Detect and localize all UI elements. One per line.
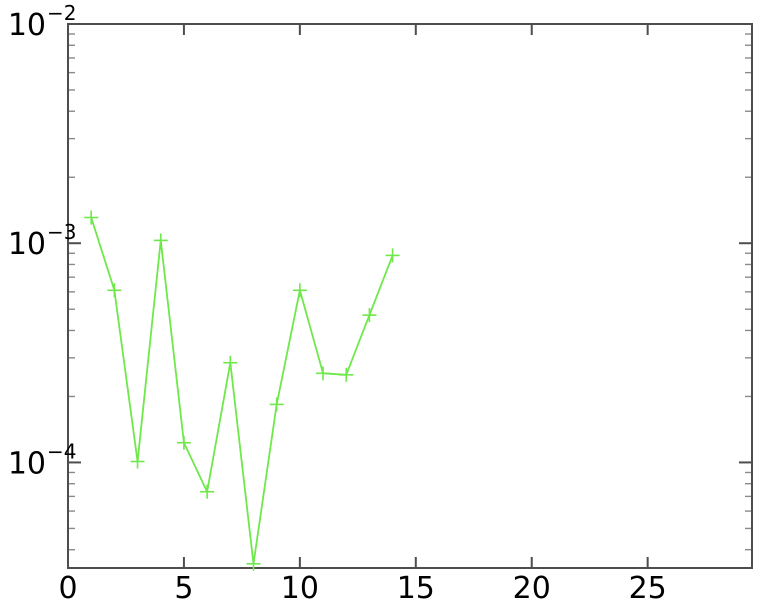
data-point-marker [223, 355, 238, 370]
data-point-marker [153, 233, 168, 248]
data-point-marker [269, 397, 284, 412]
x-tick-label: 10 [281, 571, 319, 600]
data-point-marker [84, 210, 99, 225]
x-tick-label: 0 [58, 571, 77, 600]
x-tick-label: 25 [629, 571, 667, 600]
y-axis-minor-ticks-right [745, 33, 752, 551]
y-tick-label-exponent: −3 [47, 220, 76, 244]
x-tick-label: 20 [513, 571, 551, 600]
y-tick-label-exponent: −4 [47, 439, 76, 463]
data-point-marker [107, 283, 122, 298]
y-tick-label-exponent: −2 [47, 1, 76, 25]
x-tick-label: 5 [174, 571, 193, 600]
data-point-marker [292, 283, 307, 298]
plot-frame [67, 23, 753, 569]
data-point-marker [339, 367, 354, 382]
data-point-marker [316, 366, 331, 381]
y-tick-label-base: 10 [8, 227, 46, 262]
data-series-layer [84, 210, 400, 571]
data-point-marker [130, 454, 145, 469]
x-tick-label: 15 [397, 571, 435, 600]
data-point-marker [246, 556, 261, 571]
data-point-marker [176, 435, 191, 450]
y-tick-label-base: 10 [8, 8, 46, 43]
x-axis-tick-labels: 0 5 10 15 20 25 [58, 571, 666, 600]
y-tick-label-base: 10 [8, 446, 46, 481]
y-axis-tick-labels: 10−210−310−4 [8, 1, 77, 481]
data-point-marker [362, 308, 377, 323]
y-axis-minor-ticks [68, 33, 75, 551]
data-point-marker [200, 484, 215, 499]
data-point-marker [385, 248, 400, 263]
